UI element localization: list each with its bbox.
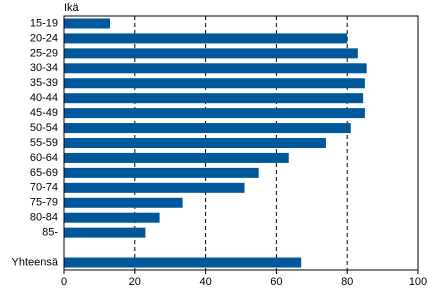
- y-tick-label: 25-29: [30, 47, 58, 59]
- bar: [64, 93, 364, 104]
- x-tick-label: 100: [409, 276, 427, 288]
- bar: [64, 108, 365, 119]
- x-tick-label: 0: [61, 276, 67, 288]
- bar: [64, 123, 351, 134]
- bar: [64, 182, 245, 193]
- bar: [64, 167, 259, 178]
- bar: [64, 18, 111, 29]
- y-tick-label: 50-54: [30, 122, 58, 134]
- y-tick-label: 45-49: [30, 107, 58, 119]
- y-tick-label: Yhteensä: [12, 256, 59, 268]
- bar: [64, 48, 358, 59]
- x-tick-label: 20: [129, 276, 141, 288]
- plot-frame: [63, 15, 419, 271]
- y-tick-label: 15-19: [30, 17, 58, 29]
- bar: [64, 138, 326, 148]
- y-tick-label: 65-69: [30, 167, 58, 179]
- bar: [64, 33, 348, 44]
- bar: [64, 227, 146, 238]
- y-tick-label: 60-64: [30, 152, 58, 164]
- y-tick-label: 30-34: [30, 62, 58, 74]
- y-tick-label: 80-84: [30, 212, 58, 224]
- bar: [64, 152, 289, 163]
- bar: [64, 257, 302, 268]
- x-tick-label: 80: [341, 276, 353, 288]
- y-tick-label: 20-24: [30, 32, 58, 44]
- y-tick-label: 55-59: [30, 137, 58, 149]
- bar: [64, 212, 160, 223]
- x-tick-label: 40: [199, 276, 211, 288]
- x-tick-label: 60: [270, 276, 282, 288]
- y-tick-label: 70-74: [30, 182, 58, 194]
- y-tick-label: 75-79: [30, 197, 58, 209]
- bar: [64, 197, 183, 208]
- y-tick-label: 85-: [42, 227, 58, 239]
- y-tick-label: 35-39: [30, 77, 58, 89]
- axis-label: Ikä: [64, 2, 80, 14]
- bar: [64, 78, 365, 89]
- y-tick-label: 40-44: [30, 92, 58, 104]
- bar: [64, 63, 367, 74]
